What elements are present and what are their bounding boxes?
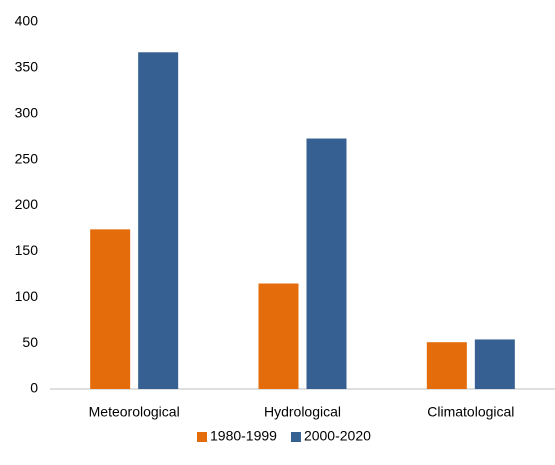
bar [90, 229, 131, 389]
y-tick-label: 50 [22, 334, 38, 350]
y-tick-label: 350 [15, 59, 39, 75]
x-tick-label: Climatological [427, 404, 514, 420]
y-tick-label: 150 [15, 242, 39, 258]
bar [258, 283, 299, 389]
legend-swatch [290, 432, 301, 442]
y-tick-label: 400 [15, 13, 39, 29]
legend-label: 1980-1999 [210, 428, 277, 444]
y-tick-label: 200 [15, 196, 39, 212]
bar [138, 52, 179, 390]
y-tick-label: 100 [15, 288, 39, 304]
bar [426, 342, 467, 389]
bar [306, 138, 347, 389]
legend-label: 2000-2020 [304, 428, 371, 444]
x-tick-label: Hydrological [264, 404, 341, 420]
y-tick-label: 0 [30, 380, 38, 396]
x-tick-label: Meteorological [89, 404, 180, 420]
y-tick-label: 250 [15, 150, 39, 166]
y-tick-label: 300 [15, 104, 39, 120]
legend-swatch [197, 432, 207, 442]
bar [474, 339, 515, 389]
